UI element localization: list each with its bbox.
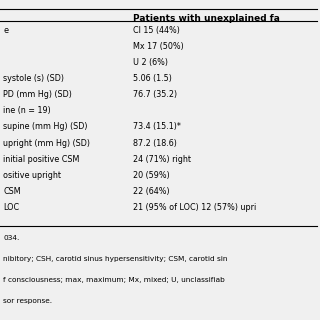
- Text: 21 (95% of LOC) 12 (57%) upri: 21 (95% of LOC) 12 (57%) upri: [133, 203, 256, 212]
- Text: e: e: [3, 26, 8, 35]
- Text: initial positive CSM: initial positive CSM: [3, 155, 80, 164]
- Text: 76.7 (35.2): 76.7 (35.2): [133, 90, 177, 99]
- Text: 5.06 (1.5): 5.06 (1.5): [133, 74, 172, 83]
- Text: sor response.: sor response.: [3, 298, 52, 304]
- Text: supine (mm Hg) (SD): supine (mm Hg) (SD): [3, 122, 88, 132]
- Text: ositive upright: ositive upright: [3, 171, 61, 180]
- Text: nibitory; CSH, carotid sinus hypersensitivity; CSM, carotid sin: nibitory; CSH, carotid sinus hypersensit…: [3, 256, 228, 262]
- Text: 73.4 (15.1)*: 73.4 (15.1)*: [133, 122, 181, 132]
- Text: CSM: CSM: [3, 187, 21, 196]
- Text: ine (n = 19): ine (n = 19): [3, 106, 51, 115]
- Text: Patients with unexplained fa: Patients with unexplained fa: [133, 14, 280, 23]
- Text: systole (s) (SD): systole (s) (SD): [3, 74, 64, 83]
- Text: 24 (71%) right: 24 (71%) right: [133, 155, 191, 164]
- Text: PD (mm Hg) (SD): PD (mm Hg) (SD): [3, 90, 72, 99]
- Text: Mx 17 (50%): Mx 17 (50%): [133, 42, 184, 51]
- Text: 22 (64%): 22 (64%): [133, 187, 170, 196]
- Text: f consciousness; max, maximum; Mx, mixed; U, unclassifiab: f consciousness; max, maximum; Mx, mixed…: [3, 277, 225, 283]
- Text: upright (mm Hg) (SD): upright (mm Hg) (SD): [3, 139, 90, 148]
- Text: CI 15 (44%): CI 15 (44%): [133, 26, 180, 35]
- Text: LOC: LOC: [3, 203, 19, 212]
- Text: 20 (59%): 20 (59%): [133, 171, 170, 180]
- Text: 034.: 034.: [3, 235, 20, 241]
- Text: U 2 (6%): U 2 (6%): [133, 58, 168, 67]
- Text: 87.2 (18.6): 87.2 (18.6): [133, 139, 177, 148]
